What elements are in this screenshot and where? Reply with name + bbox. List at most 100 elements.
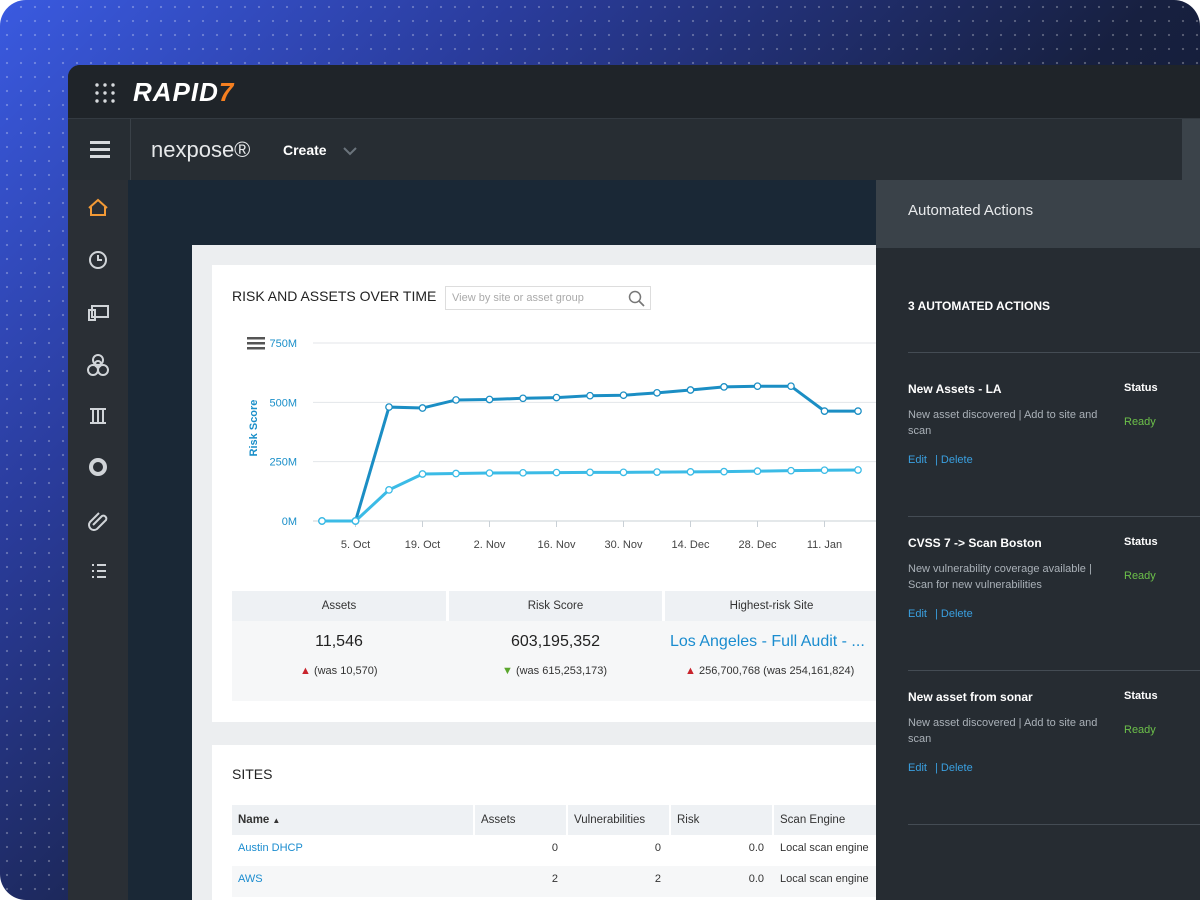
x-tick-label: 30. Nov — [605, 539, 643, 551]
actions-count: 3 AUTOMATED ACTIONS — [908, 299, 1051, 313]
data-point — [586, 468, 594, 477]
data-point — [418, 404, 427, 412]
table-cell: 0.0 — [748, 873, 764, 885]
brand-logo[interactable]: RAPID7 — [133, 77, 234, 108]
x-tick-label: 19. Oct — [405, 539, 440, 551]
edit-link[interactable]: Edit — [908, 608, 927, 620]
status-label: Status — [1124, 536, 1158, 548]
y-axis-label: Risk Score — [248, 400, 260, 457]
data-point — [452, 396, 460, 404]
action-title: New Assets - LA — [908, 382, 1002, 396]
divider — [908, 824, 1200, 825]
nav-bar: nexpose® Create — [68, 119, 1200, 180]
brand-mark: 7 — [218, 77, 235, 107]
sidebar — [68, 180, 128, 900]
create-menu[interactable]: Create — [283, 142, 327, 158]
chart-menu-icon[interactable] — [247, 337, 265, 351]
vuln-icon[interactable] — [87, 354, 109, 376]
search-placeholder: View by site or asset group — [452, 292, 584, 304]
edit-link[interactable]: Edit — [908, 762, 927, 774]
edit-link[interactable]: Edit — [908, 454, 927, 466]
remediation-icon[interactable] — [89, 458, 107, 476]
column-header[interactable]: Scan Engine — [774, 805, 876, 835]
delete-link[interactable]: | Delete — [935, 454, 973, 466]
series-line — [322, 384, 858, 523]
status-label: Status — [1124, 382, 1158, 394]
clock-icon[interactable] — [89, 251, 107, 269]
data-point — [820, 466, 829, 475]
column-title: Vulnerabilities — [574, 814, 646, 826]
apps-grid-icon[interactable] — [94, 82, 116, 104]
column-header[interactable]: Assets — [475, 805, 566, 835]
home-icon[interactable] — [88, 198, 108, 216]
status-value: Ready — [1124, 724, 1156, 736]
chart-title: RISK AND ASSETS OVER TIME — [232, 288, 437, 304]
column-header[interactable]: Vulnerabilities — [568, 805, 669, 835]
data-point — [753, 382, 762, 391]
divider — [908, 352, 1200, 353]
status-value: Ready — [1124, 416, 1156, 428]
row-stripe — [232, 866, 878, 897]
delete-link[interactable]: | Delete — [935, 608, 973, 620]
attach-icon[interactable] — [88, 512, 108, 531]
column-title: Assets — [481, 814, 516, 826]
action-title: New asset from sonar — [908, 690, 1033, 704]
x-tick-label: 16. Nov — [538, 539, 576, 551]
column-title: Name — [238, 814, 270, 826]
data-point — [519, 394, 527, 403]
data-point — [351, 517, 360, 525]
nav-separator — [130, 119, 131, 180]
sites-title: SITES — [232, 766, 273, 782]
line-chart: 0M 250M 500M 750M Risk Score 5. Oct 19. Oct 2. … — [248, 338, 876, 551]
data-point — [452, 469, 460, 478]
list-icon[interactable] — [92, 564, 106, 578]
data-point — [787, 466, 795, 475]
stat-site-link[interactable]: Los Angeles - Full Audit - ... — [670, 633, 865, 650]
stat-value: 11,546 — [315, 633, 363, 650]
data-point — [753, 467, 762, 476]
stat-header: Highest-risk Site — [665, 591, 878, 621]
data-point — [586, 391, 594, 400]
sidebar-icons — [87, 198, 109, 578]
stat-change: ▲ 256,700,768 (was 254,161,824) — [685, 665, 855, 677]
x-tick-label: 2. Nov — [474, 539, 506, 551]
assets-icon[interactable] — [88, 305, 109, 321]
column-header[interactable]: Risk — [671, 805, 772, 835]
search-box[interactable]: View by site or asset group — [445, 286, 651, 310]
table-cell: 0.0 — [748, 842, 764, 854]
delete-link[interactable]: | Delete — [935, 762, 973, 774]
column-title: Scan Engine — [780, 814, 846, 826]
panel-title: Automated Actions — [908, 202, 1034, 219]
data-point — [653, 468, 661, 476]
data-point — [686, 468, 695, 476]
site-link[interactable]: Austin DHCP — [238, 842, 303, 854]
policy-icon[interactable] — [90, 408, 106, 424]
data-point — [720, 467, 728, 476]
data-point — [787, 382, 795, 391]
data-point — [820, 407, 829, 415]
divider — [908, 516, 1200, 517]
column-header[interactable]: Name ▲ — [232, 805, 473, 835]
stat-row — [232, 621, 878, 701]
stat-change: ▲ (was 10,570) — [300, 665, 378, 677]
menu-icon[interactable] — [90, 141, 110, 159]
site-link[interactable]: AWS — [238, 873, 263, 885]
x-tick-label: 14. Dec — [672, 539, 710, 551]
y-tick-label: 250M — [269, 457, 297, 469]
stat-was: (was 10,570) — [313, 665, 378, 677]
data-point — [552, 393, 561, 402]
status-value: Ready — [1124, 570, 1156, 582]
series-line — [322, 468, 859, 523]
data-point — [552, 468, 561, 477]
data-point — [485, 469, 494, 477]
data-point — [485, 395, 494, 404]
stat-header: Assets — [232, 591, 446, 621]
action-title: CVSS 7 -> Scan Boston — [908, 536, 1042, 550]
data-point — [619, 468, 628, 477]
stat-change: ▼ (was 615,253,173) — [502, 665, 608, 677]
data-point — [385, 486, 393, 494]
panel-header: Automated Actions — [876, 180, 1200, 248]
table-cell: 0 — [551, 842, 558, 854]
